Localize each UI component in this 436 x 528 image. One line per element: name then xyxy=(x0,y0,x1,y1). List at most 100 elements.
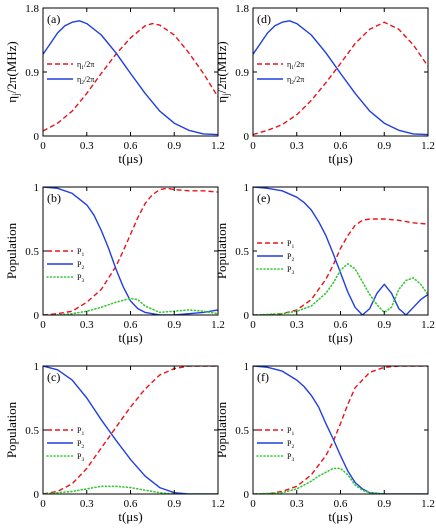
panel-f: 0 0.3 0.6 0.9 1.2 0 0.5 1 t(μs) Population (f) P1​ P… xyxy=(214,361,435,524)
xtick-label-e-1: 0.3 xyxy=(290,319,304,331)
panel-b: 0 0.3 0.6 0.9 1.2 0 0.5 1 t(μs) Population (b) P1​ P… xyxy=(4,182,225,345)
xtick-label-c-1: 0.3 xyxy=(80,498,94,510)
xtick-label-d-2: 0.6 xyxy=(334,140,348,152)
series-e-2-line xyxy=(253,187,428,315)
y-axis-title-d: ηj/2π(MHz) xyxy=(214,41,231,102)
xtick-label-f-4: 1.2 xyxy=(421,498,435,510)
xtick-label-b-3: 0.9 xyxy=(167,319,181,331)
ytick-label-c-0: 0 xyxy=(34,489,40,501)
panel-d: 0 0.3 0.6 0.9 1.2 0 0.9 1.8 t(μs) ηj/2π(MHz) (d) η1… xyxy=(214,3,435,166)
xtick-label-e-0: 0 xyxy=(250,319,256,331)
series-a-1-line xyxy=(43,22,218,132)
series-d-2-line xyxy=(253,20,428,136)
ytick-label-a-1: 0.9 xyxy=(25,67,39,79)
series-b-2-line xyxy=(43,187,218,315)
ytick-label-a-2: 1.8 xyxy=(25,3,39,15)
ytick-label-c-2: 1 xyxy=(34,361,40,373)
xtick-label-f-1: 0.3 xyxy=(290,498,304,510)
panel-label-e: (e) xyxy=(257,191,270,205)
ytick-label-d-0: 0 xyxy=(244,131,250,143)
panel-label-f: (f) xyxy=(257,370,269,384)
ytick-label-b-1: 0.5 xyxy=(25,246,39,258)
y-axis-title-f: Population xyxy=(214,401,229,458)
ytick-label-a-0: 0 xyxy=(34,131,40,143)
series-d-1-line xyxy=(253,21,428,136)
panel-label-c: (c) xyxy=(47,370,60,384)
legend-b-1-label: P1​ xyxy=(77,247,84,258)
xtick-label-b-1: 0.3 xyxy=(80,319,94,331)
x-axis-title-b: t(μs) xyxy=(118,330,142,345)
xtick-label-d-4: 1.2 xyxy=(421,140,435,152)
series-f-1-line xyxy=(253,366,428,494)
series-e-1-line xyxy=(253,218,428,315)
panel-label-d: (d) xyxy=(257,12,271,26)
legend-b-2-label: P2​ xyxy=(77,260,84,271)
panel-e: 0 0.3 0.6 0.9 1.2 0 0.5 1 t(μs) Population (e) P1​ P… xyxy=(214,182,435,345)
xtick-label-d-3: 0.9 xyxy=(377,140,391,152)
legend-f-3-label: P3​ xyxy=(287,452,294,463)
ytick-label-b-0: 0 xyxy=(34,310,40,322)
ytick-label-f-2: 1 xyxy=(244,361,250,373)
ytick-label-f-1: 0.5 xyxy=(235,425,249,437)
xtick-label-e-3: 0.9 xyxy=(377,319,391,331)
plot-frame-a xyxy=(42,7,219,137)
ytick-label-e-0: 0 xyxy=(244,310,250,322)
x-axis-title-e: t(μs) xyxy=(328,330,352,345)
series-c-2-line xyxy=(43,366,218,494)
xtick-label-c-2: 0.6 xyxy=(124,498,138,510)
xtick-label-b-0: 0 xyxy=(40,319,46,331)
plot-frame-d xyxy=(252,7,429,137)
ytick-label-f-0: 0 xyxy=(244,489,250,501)
xtick-label-b-4: 1.2 xyxy=(211,319,225,331)
series-b-1-line xyxy=(43,187,218,315)
legend-f-2-label: P2​ xyxy=(287,439,294,450)
xtick-label-c-0: 0 xyxy=(40,498,46,510)
ytick-label-b-2: 1 xyxy=(34,182,40,194)
x-axis-title-a: t(μs) xyxy=(118,151,142,166)
ytick-label-e-2: 1 xyxy=(244,182,250,194)
xtick-label-e-2: 0.6 xyxy=(334,319,348,331)
panel-a: 0 0.3 0.6 0.9 1.2 0 0.9 1.8 t(μs) ηj/2π(MHz) (a) η1… xyxy=(4,3,225,166)
ytick-label-e-1: 0.5 xyxy=(235,246,249,258)
y-axis-title-c: Population xyxy=(4,401,19,458)
xtick-label-d-1: 0.3 xyxy=(290,140,304,152)
ytick-label-c-1: 0.5 xyxy=(25,425,39,437)
legend-c-2-label: P2​ xyxy=(77,439,84,450)
xtick-label-c-4: 1.2 xyxy=(211,498,225,510)
series-c-1-line xyxy=(43,366,218,494)
legend-e-1-label: P1​ xyxy=(287,239,294,250)
xtick-label-f-0: 0 xyxy=(250,498,256,510)
xtick-label-a-2: 0.6 xyxy=(124,140,138,152)
x-axis-title-f: t(μs) xyxy=(328,509,352,524)
series-f-2-line xyxy=(253,366,428,494)
panel-c: 0 0.3 0.6 0.9 1.2 0 0.5 1 t(μs) Population (c) P1​ P… xyxy=(4,361,225,524)
series-a-2-line xyxy=(43,20,218,136)
y-axis-title-a: ηj/2π(MHz) xyxy=(4,41,21,102)
series-e-3-line xyxy=(253,263,428,315)
y-axis-title-b: Population xyxy=(4,222,19,279)
legend-b-3-label: P3​ xyxy=(77,273,84,284)
xtick-label-a-0: 0 xyxy=(40,140,46,152)
panel-label-b: (b) xyxy=(47,191,61,205)
legend-f-1-label: P1​ xyxy=(287,426,294,437)
legend-d-2-label: η2​/2π xyxy=(287,75,304,86)
xtick-label-c-3: 0.9 xyxy=(167,498,181,510)
xtick-label-f-3: 0.9 xyxy=(377,498,391,510)
plot-frame-b xyxy=(42,186,219,316)
ytick-label-d-2: 1.8 xyxy=(235,3,249,15)
legend-e-2-label: P2​ xyxy=(287,252,294,263)
legend-e-3-label: P3​ xyxy=(287,265,294,276)
legend-d-1-label: η1​/2π xyxy=(287,60,304,71)
xtick-label-e-4: 1.2 xyxy=(421,319,435,331)
legend-c-3-label: P3​ xyxy=(77,452,84,463)
xtick-label-a-4: 1.2 xyxy=(211,140,225,152)
series-b-3-line xyxy=(43,297,218,315)
x-axis-title-c: t(μs) xyxy=(118,509,142,524)
series-f-3-line xyxy=(253,467,428,494)
panel-label-a: (a) xyxy=(47,12,60,26)
legend-a-1-label: η1​/2π xyxy=(77,60,94,71)
xtick-label-a-1: 0.3 xyxy=(80,140,94,152)
ytick-label-d-1: 0.9 xyxy=(235,67,249,79)
xtick-label-f-2: 0.6 xyxy=(334,498,348,510)
